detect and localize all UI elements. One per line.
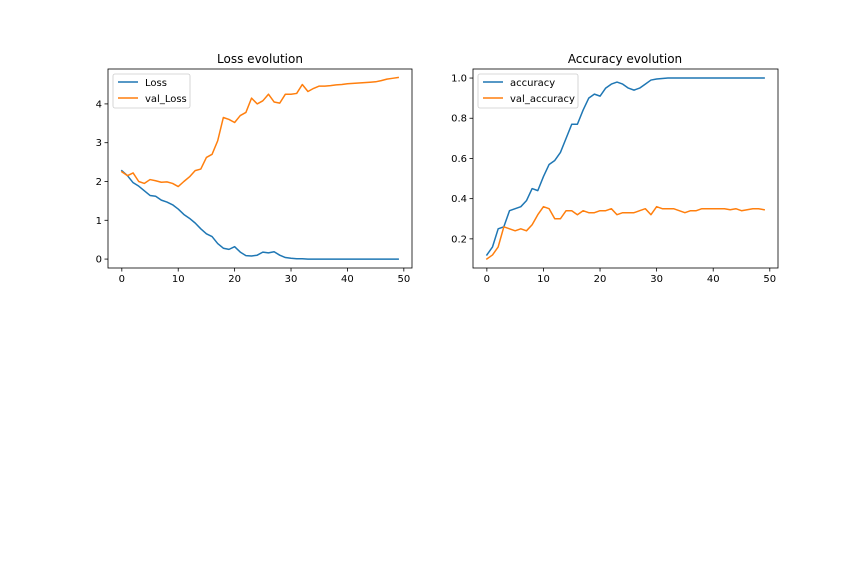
loss-x-tick-label: 50 xyxy=(397,274,410,285)
loss-y-tick-label: 3 xyxy=(96,138,102,149)
loss-chart-title: Loss evolution xyxy=(217,52,303,66)
loss-legend-label-loss: Loss xyxy=(145,78,167,89)
accuracy-x-tick-label: 30 xyxy=(650,274,663,285)
accuracy-legend-label-accuracy: accuracy xyxy=(510,78,555,89)
loss-x-tick-label: 0 xyxy=(119,274,125,285)
loss-series-loss xyxy=(120,169,399,260)
accuracy-x-tick-label: 0 xyxy=(484,274,490,285)
loss-x-tick-label: 40 xyxy=(341,274,354,285)
accuracy-y-tick-label: 0.4 xyxy=(451,194,467,205)
accuracy-axis-ticks: 0 10 20 30 40 50 0.2 0.4 0.6 0.8 1.0 xyxy=(451,74,776,285)
loss-y-tick-label: 2 xyxy=(96,177,102,188)
loss-x-tick-label: 20 xyxy=(228,274,241,285)
accuracy-y-tick-label: 0.8 xyxy=(451,114,467,125)
accuracy-x-tick-label: 10 xyxy=(537,274,550,285)
accuracy-y-tick-label: 0.6 xyxy=(451,154,467,165)
loss-x-tick-label: 30 xyxy=(285,274,298,285)
accuracy-x-tick-label: 50 xyxy=(763,274,776,285)
loss-axis-ticks: 0 10 20 30 40 50 0 1 2 3 4 xyxy=(96,99,411,285)
accuracy-chart-title: Accuracy evolution xyxy=(568,52,682,66)
loss-chart: 0 10 20 30 40 50 0 1 2 3 4 Loss evolution Loss val… xyxy=(96,52,413,285)
accuracy-x-tick-label: 40 xyxy=(707,274,720,285)
accuracy-series-accuracy xyxy=(485,77,765,256)
loss-plot-lines xyxy=(120,76,400,260)
loss-series-val-loss xyxy=(120,76,400,188)
accuracy-x-tick-label: 20 xyxy=(594,274,607,285)
accuracy-plot-lines xyxy=(485,77,766,260)
accuracy-y-tick-label: 0.2 xyxy=(451,234,467,245)
loss-y-tick-label: 1 xyxy=(96,216,102,227)
accuracy-series-val-accuracy xyxy=(485,205,766,260)
accuracy-y-tick-label: 1.0 xyxy=(451,74,467,85)
loss-y-tick-label: 0 xyxy=(96,255,102,266)
accuracy-axes-frame xyxy=(472,68,779,269)
loss-y-tick-label: 4 xyxy=(96,99,102,110)
accuracy-legend: accuracy val_accuracy xyxy=(477,73,579,109)
loss-legend: Loss val_Loss xyxy=(112,73,191,109)
accuracy-chart: 0 10 20 30 40 50 0.2 0.4 0.6 0.8 1.0 Accuracy evol… xyxy=(451,52,779,285)
loss-legend-label-val-loss: val_Loss xyxy=(145,94,187,105)
loss-x-tick-label: 10 xyxy=(172,274,185,285)
loss-axes-frame xyxy=(107,68,413,269)
accuracy-legend-label-val-accuracy: val_accuracy xyxy=(510,94,575,105)
